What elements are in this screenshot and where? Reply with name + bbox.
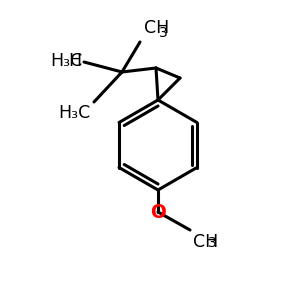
Text: H₃C: H₃C [59, 104, 91, 122]
Text: H: H [68, 52, 81, 70]
Text: CH: CH [193, 233, 218, 251]
Text: H₃C: H₃C [50, 52, 82, 70]
Text: CH: CH [144, 19, 169, 37]
Text: 3: 3 [159, 26, 168, 40]
Text: 3: 3 [208, 236, 217, 250]
Text: O: O [150, 202, 166, 221]
